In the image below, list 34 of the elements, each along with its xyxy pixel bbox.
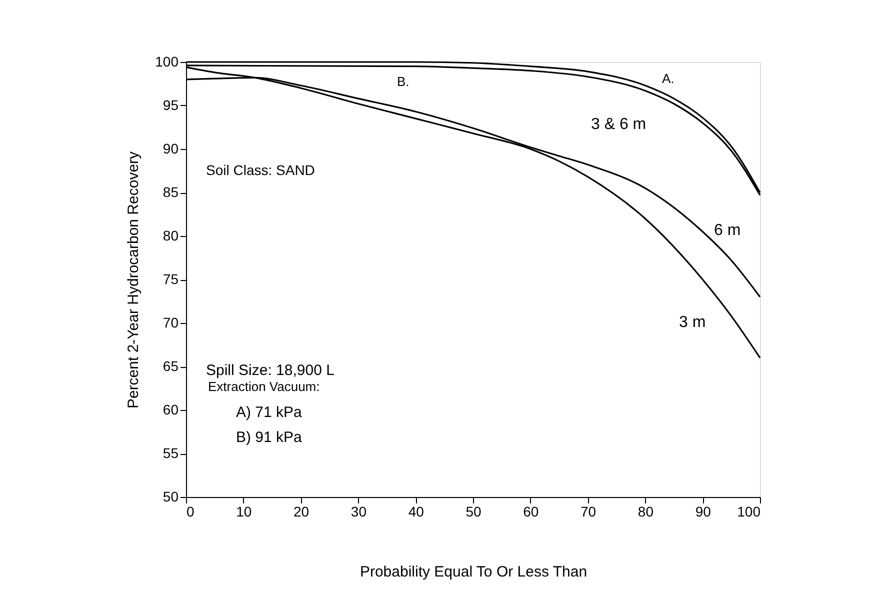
y-tick-label: 85 xyxy=(162,184,179,200)
x-tick-label: 20 xyxy=(294,504,310,520)
y-axis-title: Percent 2-Year Hydrocarbon Recovery xyxy=(125,150,142,409)
annotation: 6 m xyxy=(714,222,741,239)
x-tick-label: 10 xyxy=(236,504,252,520)
y-tick-label: 70 xyxy=(162,314,179,330)
annotation: Spill Size: 18,900 L xyxy=(206,362,334,379)
annotation: 3 m xyxy=(679,314,706,331)
y-tick-label: 90 xyxy=(162,140,179,156)
annotation: B) 91 kPa xyxy=(236,429,303,446)
x-tick-label: 50 xyxy=(466,504,482,520)
x-tick-label: 60 xyxy=(523,504,539,520)
y-tick-label: 55 xyxy=(162,445,179,461)
x-tick-label: 40 xyxy=(408,504,424,520)
annotation: 3 & 6 m xyxy=(591,116,646,133)
y-tick-label: 50 xyxy=(162,488,179,504)
annotation: A. xyxy=(662,71,674,86)
annotation: Soil Class: SAND xyxy=(206,162,315,178)
y-tick-label: 95 xyxy=(162,97,179,113)
x-tick-label: 30 xyxy=(350,504,367,520)
x-tick-label: 0 xyxy=(186,504,194,520)
x-tick-label: 100 xyxy=(737,504,761,520)
x-tick-label: 80 xyxy=(638,504,654,520)
y-tick-label: 80 xyxy=(162,228,179,244)
y-tick-label: 100 xyxy=(155,54,179,70)
y-tick-label: 60 xyxy=(162,402,179,418)
annotation: A) 71 kPa xyxy=(236,404,303,421)
annotation: Extraction Vacuum: xyxy=(208,379,320,394)
annotation: B. xyxy=(397,74,410,89)
y-tick-label: 65 xyxy=(162,358,179,374)
x-tick-label: 70 xyxy=(580,504,596,520)
x-tick-label: 90 xyxy=(695,504,712,520)
x-axis-title: Probability Equal To Or Less Than xyxy=(360,564,588,580)
y-tick-label: 75 xyxy=(162,271,179,287)
